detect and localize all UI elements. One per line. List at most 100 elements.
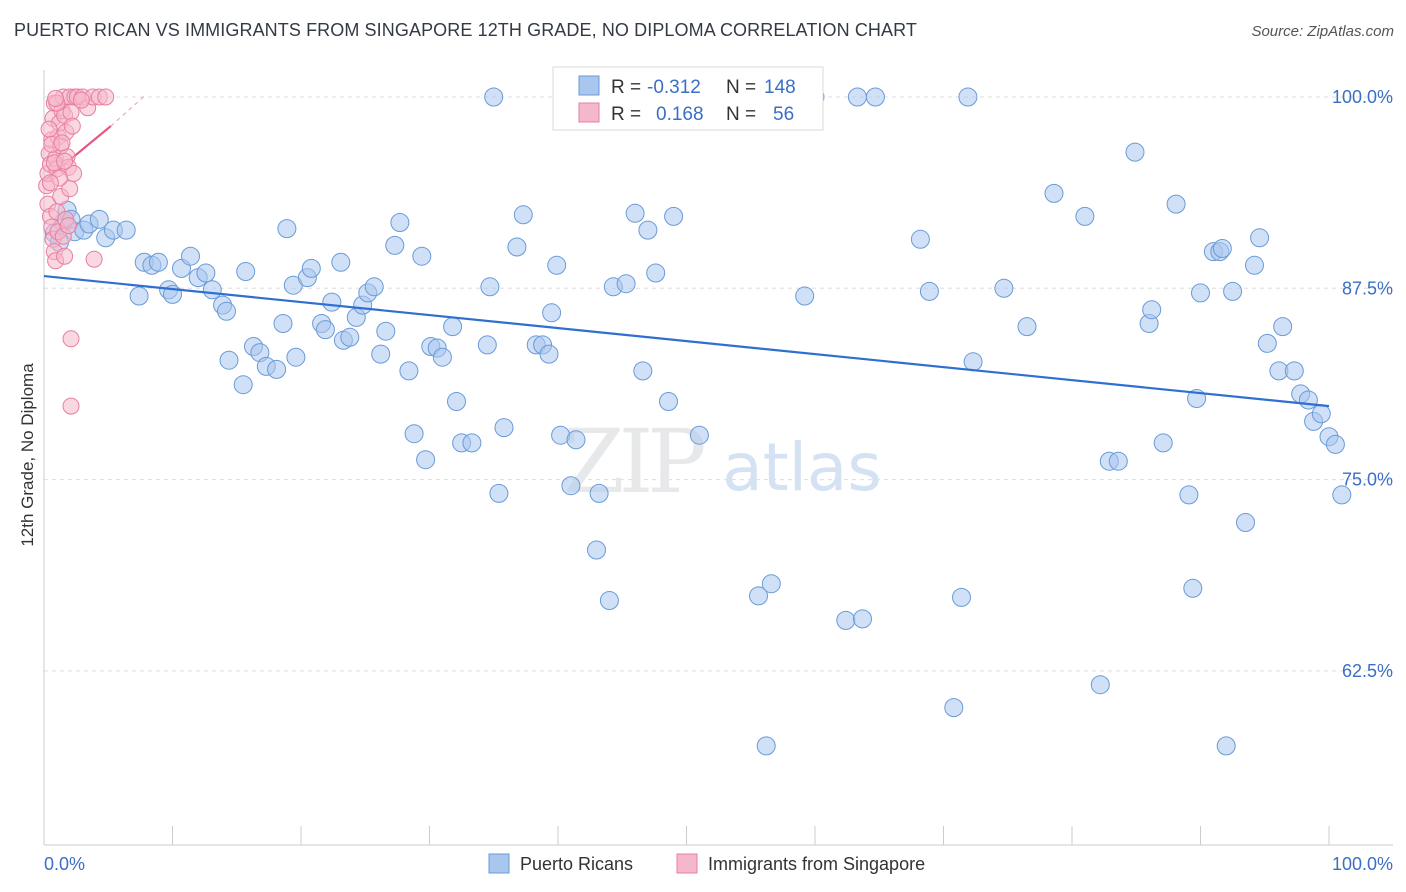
singapore-point-54 <box>85 250 103 268</box>
puerto-ricans-point-124 <box>1223 281 1243 301</box>
puerto-ricans-point-35 <box>286 347 306 367</box>
series-legend: Puerto Ricans Immigrants from Singapore <box>488 853 925 874</box>
puerto-ricans-point-127 <box>1250 228 1270 248</box>
puerto-ricans-point-139 <box>756 736 776 756</box>
y-axis-label: 12th Grade, No Diploma <box>18 363 37 547</box>
y-tick-label-1: 87.5% <box>1342 278 1393 298</box>
puerto-ricans-point-48 <box>371 344 391 364</box>
puerto-ricans-point-27 <box>236 262 256 281</box>
singapore-point-53 <box>62 397 80 415</box>
legend-item-puerto-ricans-swatch <box>488 853 510 874</box>
watermark-atlas: atlas <box>722 429 882 506</box>
singapore-point-48 <box>53 134 71 152</box>
legend-n-label-2: N = <box>726 104 756 125</box>
legend-item-puerto-ricans: Puerto Ricans <box>520 854 633 874</box>
puerto-ricans-point-15 <box>148 252 168 272</box>
legend-n-value-1: 148 <box>764 77 796 98</box>
puerto-ricans-point-31 <box>267 359 287 379</box>
puerto-ricans-point-50 <box>385 235 405 255</box>
puerto-ricans-point-67 <box>494 418 514 438</box>
puerto-ricans-point-47 <box>364 277 384 297</box>
puerto-ricans-point-93 <box>795 286 815 306</box>
puerto-ricans-point-82 <box>616 274 636 294</box>
puerto-ricans-point-19 <box>181 246 200 266</box>
puerto-ricans-point-92 <box>761 574 781 594</box>
singapore-point-50 <box>47 90 65 107</box>
puerto-ricans-point-53 <box>404 424 424 444</box>
puerto-ricans-point-137 <box>1325 434 1345 454</box>
puerto-ricans-point-128 <box>1257 333 1277 353</box>
x-tick-label-max: 100.0% <box>1332 854 1393 874</box>
puerto-ricans-point-40 <box>322 292 342 312</box>
puerto-ricans-point-117 <box>1183 578 1203 598</box>
puerto-ricans-point-32 <box>273 314 293 333</box>
legend-n-value-2: 56 <box>773 104 794 125</box>
puerto-ricans-point-131 <box>1284 361 1304 381</box>
legend-n-label-1: N = <box>726 77 756 98</box>
puerto-ricans-point-103 <box>963 352 983 372</box>
puerto-ricans-point-49 <box>376 321 396 341</box>
puerto-ricans-point-74 <box>547 255 567 275</box>
puerto-ricans-point-80 <box>599 591 619 610</box>
puerto-ricans-point-113 <box>1142 300 1162 320</box>
puerto-ricans-point-107 <box>1075 206 1095 226</box>
puerto-ricans-point-91 <box>749 586 768 606</box>
chart-title: PUERTO RICAN VS IMMIGRANTS FROM SINGAPOR… <box>14 20 917 40</box>
puerto-ricans-point-87 <box>659 392 678 411</box>
singapore-trend-extension <box>110 93 148 127</box>
puerto-ricans-trend <box>43 274 1330 408</box>
puerto-ricans-point-62 <box>462 433 482 453</box>
puerto-ricans-point-97 <box>853 609 872 629</box>
legend-r-value-1: -0.312 <box>647 77 701 98</box>
singapore-point-43 <box>40 120 58 138</box>
puerto-ricans-point-78 <box>587 540 606 560</box>
puerto-ricans-point-63 <box>477 335 497 355</box>
puerto-ricans-point-37 <box>301 258 321 278</box>
puerto-ricans-point-122 <box>1212 239 1232 258</box>
puerto-ricans-point-115 <box>1166 194 1186 214</box>
singapore-point-20 <box>63 117 81 135</box>
y-tick-label-0: 100.0% <box>1332 87 1393 107</box>
puerto-ricans-point-133 <box>1298 390 1318 410</box>
puerto-ricans-point-123 <box>1216 736 1236 756</box>
puerto-ricans-point-84 <box>633 361 653 381</box>
singapore-point-34 <box>59 217 77 235</box>
singapore-point-49 <box>56 152 74 170</box>
puerto-ricans-point-76 <box>561 476 581 496</box>
puerto-ricans-point-89 <box>689 425 709 445</box>
puerto-ricans-points <box>44 87 1352 756</box>
puerto-ricans-point-58 <box>432 347 452 367</box>
puerto-ricans-point-39 <box>315 320 335 340</box>
x-tick-marks <box>43 826 1330 845</box>
puerto-ricans-point-110 <box>1108 451 1128 471</box>
puerto-ricans-point-130 <box>1273 317 1293 337</box>
puerto-ricans-point-95 <box>836 610 856 630</box>
singapore-point-52 <box>62 330 80 348</box>
puerto-ricans-point-96 <box>847 87 867 107</box>
legend-swatch-blue <box>578 75 600 96</box>
puerto-ricans-point-43 <box>340 327 360 347</box>
puerto-ricans-point-125 <box>1236 513 1255 532</box>
stats-legend: R = -0.312 N = 148 R = 0.168 N = 56 <box>552 66 824 131</box>
puerto-ricans-point-135 <box>1311 404 1331 424</box>
puerto-ricans-point-108 <box>1090 675 1110 695</box>
puerto-ricans-point-21 <box>196 263 216 283</box>
grid-lines <box>43 70 1393 846</box>
y-tick-label-3: 62.5% <box>1342 661 1393 681</box>
puerto-ricans-point-25 <box>219 350 239 370</box>
puerto-ricans-point-101 <box>944 698 964 718</box>
puerto-ricans-point-55 <box>416 450 436 470</box>
puerto-ricans-point-54 <box>412 246 432 266</box>
puerto-ricans-point-33 <box>277 219 297 239</box>
puerto-ricans-point-41 <box>331 252 351 272</box>
legend-r-label-1: R = <box>611 77 641 98</box>
puerto-ricans-point-114 <box>1153 433 1173 453</box>
puerto-ricans-point-24 <box>217 301 236 321</box>
puerto-ricans-point-98 <box>865 87 885 107</box>
puerto-ricans-point-79 <box>589 483 609 503</box>
source-label: Source: ZipAtlas.com <box>1251 23 1394 40</box>
puerto-ricans-trend-line <box>43 274 1330 408</box>
puerto-ricans-point-104 <box>994 278 1014 298</box>
puerto-ricans-point-99 <box>910 229 930 249</box>
